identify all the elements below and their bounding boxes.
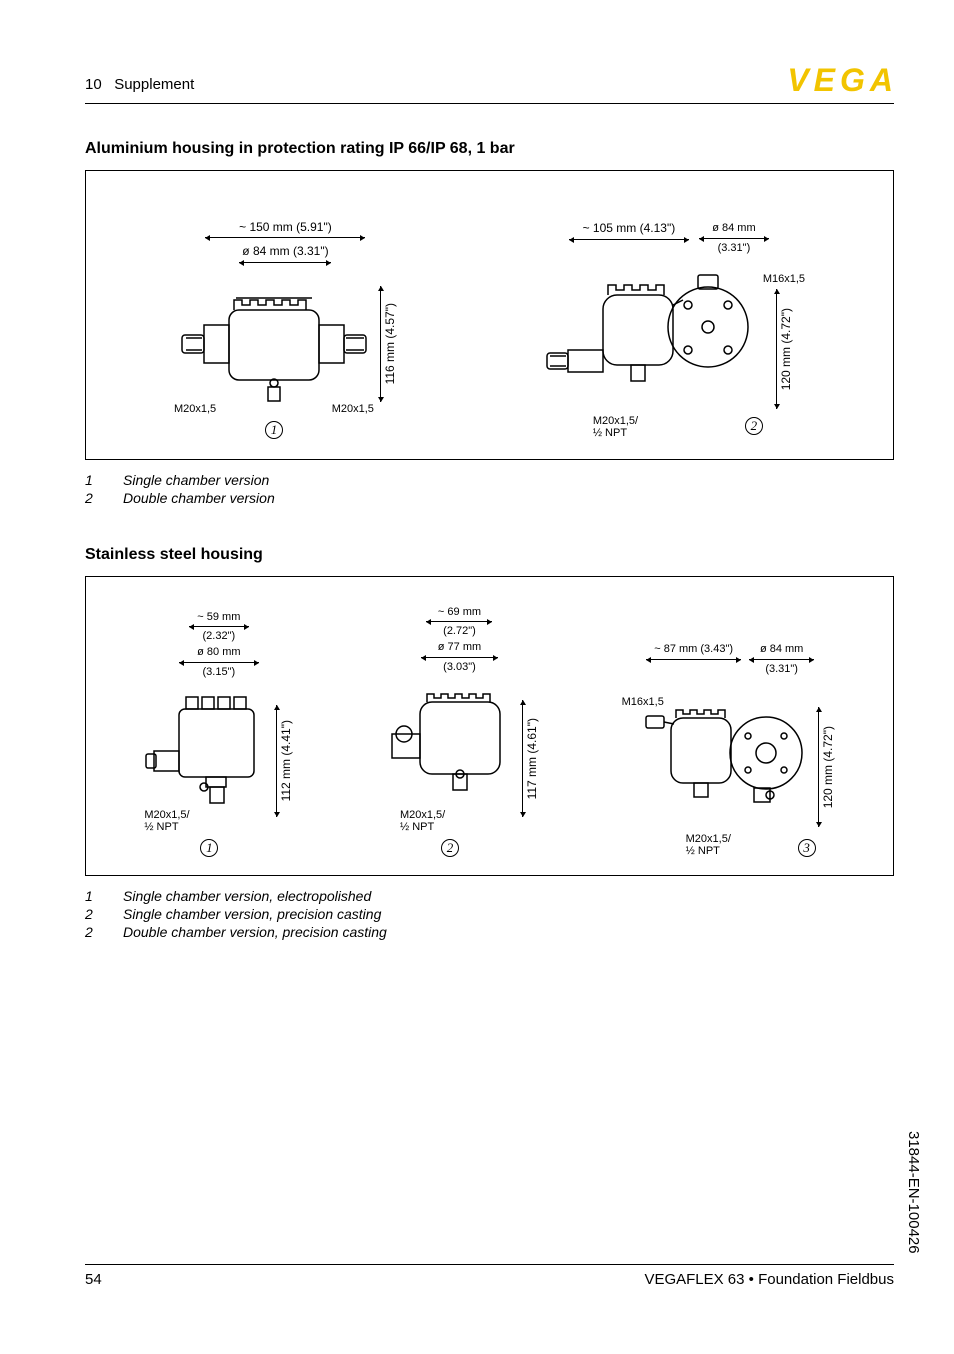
- dim-arrow: [239, 262, 331, 263]
- legend-text: Double chamber version, precision castin…: [123, 924, 387, 940]
- legend-num: 2: [85, 924, 103, 940]
- section1-title: Aluminium housing in protection rating I…: [85, 140, 894, 158]
- dim-height: 120 mm (4.72"): [821, 726, 835, 808]
- port: M20x1,5/: [686, 833, 731, 845]
- dim: (3.15"): [203, 665, 236, 679]
- dim-arrow: [749, 659, 814, 660]
- dim: (3.03"): [443, 660, 476, 674]
- section2-title: Stainless steel housing: [85, 546, 894, 564]
- housing-double-icon: [533, 255, 763, 415]
- legend-text: Double chamber version: [123, 490, 275, 506]
- housing-single-icon: [174, 265, 374, 405]
- chapter-number: 10: [85, 76, 102, 93]
- dim: (2.32"): [203, 629, 236, 643]
- callout-2: 2: [745, 417, 763, 435]
- drawing-2-3: ~ 87 mm (3.43") ø 84 mm (3.31") M16x1,5: [626, 642, 835, 857]
- drawing-2-1: ~ 59 mm (2.32") ø 80 mm (3.15"): [144, 610, 293, 857]
- dim: ~ 59 mm: [197, 610, 240, 624]
- dim: (2.72"): [443, 624, 476, 638]
- page-footer: 54 VEGAFLEX 63 • Foundation Fieldbus: [85, 1264, 894, 1288]
- vdim-arrow: [276, 705, 277, 817]
- dim-arrow: [179, 662, 259, 663]
- port-right-label: M20x1,5: [332, 403, 374, 415]
- figure2-box: ~ 59 mm (2.32") ø 80 mm (3.15"): [85, 576, 894, 876]
- legend2: 1 Single chamber version, electropolished…: [85, 888, 894, 940]
- dim-width: ~ 150 mm (5.91"): [239, 220, 332, 236]
- port-bottom-1: M20x1,5/: [593, 415, 638, 427]
- port: ½ NPT: [400, 821, 520, 833]
- dim: ~ 87 mm (3.43"): [646, 642, 741, 656]
- legend-text: Single chamber version, electropolished: [123, 888, 371, 904]
- dim-dia1: ø 84 mm: [699, 221, 769, 235]
- drawing-1-2: ~ 105 mm (4.13") ø 84 mm (3.31"): [533, 221, 805, 439]
- dim-arrow: [426, 621, 492, 622]
- dim-height: 117 mm (4.61"): [525, 718, 539, 799]
- dim-arrow: [569, 239, 689, 240]
- dim-arrow: [646, 659, 741, 660]
- dim-arrow: [421, 657, 498, 658]
- dim-height: 112 mm (4.41"): [279, 720, 293, 801]
- vdim-arrow: [776, 289, 777, 409]
- dim-width: ~ 105 mm (4.13"): [569, 221, 689, 237]
- vega-logo: VEGA: [787, 62, 894, 99]
- port: ½ NPT: [144, 821, 274, 833]
- legend-num: 1: [85, 472, 103, 488]
- legend-text: Single chamber version: [123, 472, 269, 488]
- dim-arrow: [189, 626, 249, 627]
- chapter-title: Supplement: [114, 76, 194, 93]
- legend-num: 2: [85, 906, 103, 922]
- vdim-arrow: [818, 707, 819, 827]
- page-content: Aluminium housing in protection rating I…: [85, 120, 894, 942]
- housing-ss3-icon: [626, 688, 816, 833]
- footer-doc: VEGAFLEX 63 • Foundation Fieldbus: [644, 1271, 894, 1288]
- legend-text: Single chamber version, precision castin…: [123, 906, 381, 922]
- dim-height: 120 mm (4.72"): [779, 308, 793, 390]
- vdim-arrow: [380, 286, 381, 402]
- housing-ss2-icon: [380, 674, 520, 809]
- dim: ø 80 mm: [197, 645, 240, 659]
- port-bottom-2: ½ NPT: [593, 427, 638, 439]
- legend-num: 1: [85, 888, 103, 904]
- dim-arrow: [699, 238, 769, 239]
- callout-1: 1: [265, 421, 283, 439]
- drawing-2-2: ~ 69 mm (2.72") ø 77 mm (3.03"): [380, 605, 539, 857]
- dim-height: 116 mm (4.57"): [383, 303, 397, 384]
- chapter-label: 10 Supplement: [85, 76, 194, 93]
- port: M20x1,5/: [400, 809, 520, 821]
- side-doc-id: 31844-EN-100426: [905, 1131, 922, 1254]
- dim: ø 77 mm: [438, 640, 481, 654]
- dim: ø 84 mm: [749, 642, 814, 656]
- dim: (3.31"): [749, 662, 814, 676]
- port: ½ NPT: [686, 845, 731, 857]
- callout: 3: [798, 839, 816, 857]
- dim-arrow: [205, 237, 365, 238]
- housing-ss1-icon: [144, 679, 274, 809]
- port-top: M16x1,5: [622, 696, 812, 708]
- port: M20x1,5/: [144, 809, 274, 821]
- port-left-label: M20x1,5: [174, 403, 216, 415]
- page-header: 10 Supplement VEGA: [85, 70, 894, 104]
- callout: 2: [441, 839, 459, 857]
- dim-diameter: ø 84 mm (3.31"): [242, 244, 328, 260]
- dim-dia2: (3.31"): [699, 241, 769, 255]
- callout: 1: [200, 839, 218, 857]
- page-number: 54: [85, 1271, 102, 1288]
- vdim-arrow: [522, 700, 523, 817]
- figure1-box: ~ 150 mm (5.91") ø 84 mm (3.31"): [85, 170, 894, 460]
- port-top-label: M16x1,5: [763, 273, 805, 285]
- drawing-1-1: ~ 150 mm (5.91") ø 84 mm (3.31"): [174, 220, 397, 439]
- legend1: 1 Single chamber version 2 Double chamber …: [85, 472, 894, 506]
- legend-num: 2: [85, 490, 103, 506]
- dim: ~ 69 mm: [438, 605, 481, 619]
